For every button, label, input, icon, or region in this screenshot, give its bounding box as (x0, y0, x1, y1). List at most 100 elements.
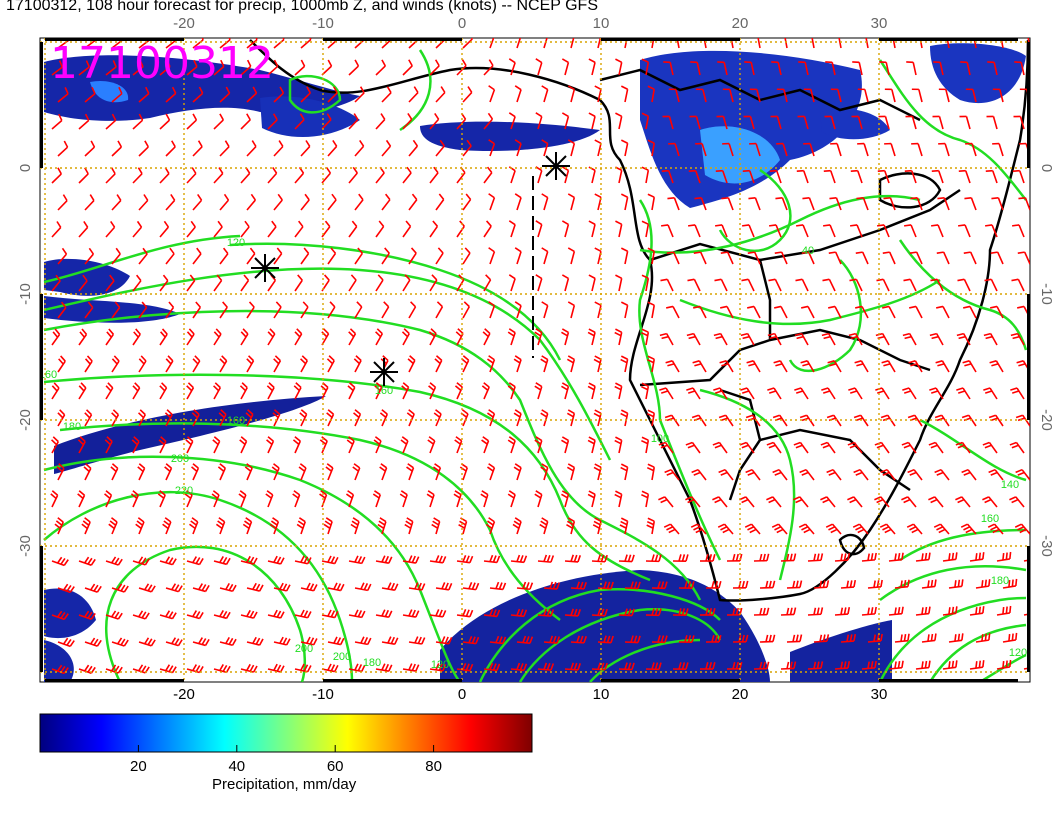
wind-barb (293, 382, 302, 400)
wind-barb (507, 328, 516, 346)
y-tick-label-right: -10 (1038, 283, 1055, 305)
wind-barb (828, 251, 842, 265)
wind-barb (534, 382, 543, 400)
wind-barb (830, 142, 842, 157)
wind-barb (238, 490, 247, 508)
wind-barbs (50, 38, 1030, 675)
wind-barb (772, 468, 788, 481)
wind-barb (850, 169, 863, 184)
wind-barb (427, 436, 436, 454)
wind-barb (874, 441, 890, 454)
wind-barb (588, 274, 596, 292)
wind-barb (564, 554, 582, 563)
wind-barb (111, 194, 122, 211)
wind-barb (921, 579, 937, 589)
wind-barb (105, 382, 114, 400)
wind-barb (641, 274, 650, 292)
wind-barb (57, 583, 75, 594)
wind-barb (861, 660, 877, 670)
wind-barb (219, 583, 237, 593)
wind-barb (956, 332, 971, 346)
wind-barb (54, 517, 64, 535)
x-tick-label-top: 10 (593, 15, 610, 32)
wind-barb (381, 301, 390, 319)
wind-barb (462, 86, 473, 103)
wind-barb (620, 355, 629, 373)
wind-barb (861, 552, 877, 562)
contour-line (478, 588, 721, 682)
wind-barb (693, 305, 707, 319)
wind-barb (570, 581, 587, 590)
wind-barb (983, 332, 998, 346)
wind-barb (705, 580, 722, 589)
wind-barb (219, 637, 237, 647)
wind-barb (759, 580, 776, 589)
wind-barb (186, 664, 204, 674)
wind-barb (164, 409, 173, 427)
wind-barb (767, 332, 782, 346)
wind-barb (377, 517, 387, 535)
wind-barb (435, 247, 444, 265)
wind-barb (374, 382, 383, 400)
wind-barb (722, 142, 734, 157)
wind-barb (982, 496, 998, 508)
wind-barb (132, 167, 143, 184)
wind-barb (716, 115, 728, 130)
wind-barb (348, 328, 357, 346)
wind-barb (348, 274, 357, 292)
wind-barb (1029, 641, 1030, 642)
x-tick-label-bottom: -10 (312, 686, 334, 703)
wind-barb (159, 113, 171, 130)
wind-barb (689, 115, 701, 130)
wind-barb (402, 663, 420, 672)
colorbar-title: Precipitation, mm/day (212, 776, 357, 793)
wind-barb (969, 606, 985, 616)
wind-barb (749, 88, 761, 103)
wind-barb (300, 355, 308, 373)
contour-label: 100 (651, 433, 669, 445)
wind-barb (159, 556, 177, 566)
wind-barb (663, 523, 680, 535)
wind-barb (408, 636, 426, 645)
wind-barb (619, 517, 629, 535)
wind-barb (884, 88, 896, 103)
wind-barb (587, 382, 596, 400)
contour-line (878, 59, 1027, 201)
wind-barb (57, 194, 68, 211)
wind-barb (664, 468, 680, 481)
wind-barb (111, 583, 129, 593)
wind-barb (300, 301, 309, 319)
wind-barb (915, 606, 931, 616)
wind-barb (651, 635, 668, 644)
wind-barb (594, 301, 602, 319)
wind-barb (564, 662, 582, 671)
wind-barb (159, 328, 168, 346)
lat-lon-grid (40, 38, 1030, 682)
wind-barb (246, 193, 257, 211)
wind-barb (700, 662, 716, 670)
wind-barb (936, 305, 950, 319)
wind-barb (135, 517, 145, 535)
wind-barb (213, 274, 223, 292)
wind-barb (539, 517, 549, 535)
wind-barb (780, 553, 797, 562)
wind-barb (803, 142, 815, 157)
wind-barb (433, 409, 442, 427)
wind-barb (273, 38, 285, 49)
wind-barb (715, 224, 728, 238)
wind-barb (246, 582, 264, 592)
wind-barb (567, 301, 576, 319)
wind-barb (157, 490, 166, 508)
asterisk-marker-3 (370, 358, 398, 386)
contour-label: 120 (227, 237, 245, 249)
wind-barb (51, 113, 63, 130)
wind-barb (431, 517, 441, 535)
wind-barb (379, 409, 389, 427)
wind-barb (488, 247, 496, 265)
wind-barb (111, 301, 121, 319)
wind-barb (726, 661, 743, 670)
contour-line (919, 418, 1027, 482)
wind-barb (132, 664, 150, 674)
wind-barb (946, 38, 950, 49)
